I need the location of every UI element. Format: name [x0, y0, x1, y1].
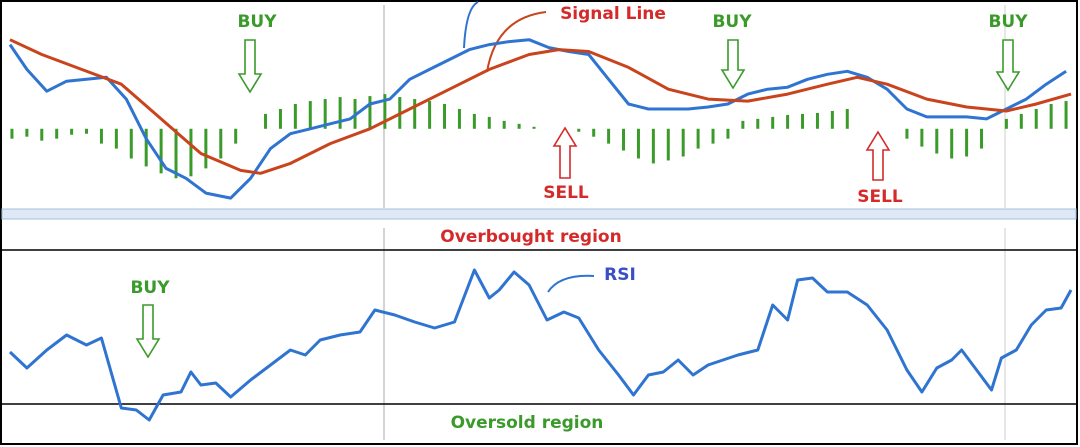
- pointer: [463, 1, 479, 49]
- histogram-bar: [159, 128, 163, 174]
- line-series: [8, 268, 1073, 422]
- histogram-bar: [1064, 101, 1068, 129]
- histogram-bar: [85, 128, 89, 134]
- annotation: SELL: [857, 187, 903, 207]
- histogram-bar: [830, 110, 834, 129]
- histogram-bar: [10, 128, 14, 139]
- histogram-bar: [204, 128, 208, 169]
- annotation: BUY: [237, 12, 277, 32]
- histogram-bar: [472, 113, 476, 129]
- histogram-bar: [980, 128, 984, 149]
- histogram-bar: [383, 94, 387, 129]
- line-series: [9, 38, 1072, 175]
- annotation: Signal Line: [560, 4, 666, 24]
- histogram-bar: [741, 120, 745, 129]
- histogram-bar: [219, 128, 223, 159]
- histogram-bar: [99, 128, 103, 144]
- arrow: [237, 39, 263, 94]
- histogram-bar: [681, 128, 685, 157]
- histogram-bar: [801, 113, 805, 129]
- histogram-bar: [338, 97, 342, 129]
- histogram-bar: [114, 128, 118, 149]
- histogram-bar: [368, 96, 372, 129]
- histogram-bar: [592, 128, 596, 137]
- histogram-bar: [1034, 108, 1038, 129]
- histogram-bar: [636, 128, 640, 159]
- histogram-bar: [786, 114, 790, 129]
- pointer: [547, 274, 595, 293]
- histogram-bar: [25, 128, 29, 137]
- histogram-bar: [129, 128, 133, 159]
- arrow: [865, 130, 891, 181]
- annotation: RSI: [604, 265, 636, 285]
- pointer: [486, 11, 547, 73]
- arrow: [135, 304, 161, 359]
- histogram-bar: [920, 128, 924, 147]
- histogram-bar: [622, 128, 626, 151]
- panel-separator: [1, 208, 1077, 220]
- histogram-bar: [1019, 113, 1023, 129]
- histogram-bar: [264, 113, 268, 129]
- histogram-bar: [666, 128, 670, 161]
- histogram-bar: [457, 108, 461, 129]
- histogram-bar: [293, 104, 297, 129]
- histogram-bar: [965, 128, 969, 157]
- histogram-bar: [577, 128, 581, 132]
- histogram-bar: [413, 99, 417, 129]
- histogram-bar: [487, 116, 491, 129]
- histogram-bar: [756, 118, 760, 129]
- histogram-bar: [443, 104, 447, 129]
- histogram-bar: [1049, 104, 1053, 129]
- histogram-bar: [726, 128, 730, 139]
- histogram-bar: [935, 128, 939, 154]
- arrow: [720, 39, 746, 90]
- histogram-bar: [651, 128, 655, 164]
- histogram-bar: [517, 123, 521, 129]
- annotation: SELL: [543, 183, 589, 203]
- histogram-bar: [278, 108, 282, 129]
- histogram-bar: [55, 128, 59, 139]
- histogram-bar: [323, 99, 327, 129]
- arrow: [995, 39, 1021, 92]
- histogram-bar: [428, 101, 432, 129]
- histogram-bar: [696, 128, 700, 149]
- histogram-bar: [234, 128, 238, 144]
- line-series: [8, 38, 1067, 200]
- histogram-bar: [40, 128, 44, 141]
- annotation: Oversold region: [451, 413, 604, 433]
- histogram-bar: [845, 108, 849, 129]
- histogram-bar: [771, 116, 775, 129]
- annotation: BUY: [988, 12, 1028, 32]
- histogram-bar: [1004, 118, 1008, 129]
- histogram-bar: [144, 128, 148, 167]
- annotation: Overbought region: [440, 227, 621, 247]
- histogram-bar: [607, 128, 611, 144]
- histogram-bar: [308, 101, 312, 129]
- histogram-bar: [70, 128, 74, 135]
- annotation: BUY: [712, 12, 752, 32]
- histogram-bar: [174, 128, 178, 179]
- annotation: BUY: [130, 278, 170, 298]
- arrow: [552, 126, 578, 179]
- histogram-bar: [532, 126, 536, 129]
- histogram-bar: [502, 120, 506, 129]
- histogram-bar: [815, 112, 819, 129]
- histogram-bar: [711, 128, 715, 144]
- histogram-bar: [905, 128, 909, 139]
- histogram-bar: [950, 128, 954, 159]
- histogram-bar: [189, 128, 193, 177]
